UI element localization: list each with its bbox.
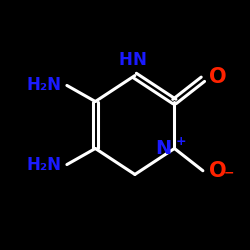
Text: N: N — [132, 52, 146, 69]
Text: O: O — [209, 161, 227, 181]
Text: N: N — [156, 139, 172, 158]
Text: H₂N: H₂N — [27, 156, 62, 174]
Text: +: + — [176, 134, 186, 147]
Text: H: H — [118, 52, 132, 69]
Text: O: O — [209, 67, 227, 87]
Text: −: − — [224, 167, 234, 180]
Text: H₂N: H₂N — [27, 76, 62, 94]
